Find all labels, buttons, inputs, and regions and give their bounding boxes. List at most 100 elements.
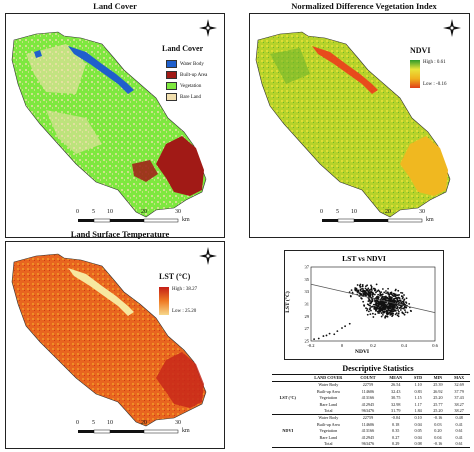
scatter-ylabel: LST (°C) <box>284 291 291 313</box>
scatter-point <box>392 310 395 313</box>
descriptive-statistics-table: LAND COVER COUNT MEAN STD MIN MAX LST (°… <box>272 373 470 449</box>
x-tick-label: 0.6 <box>432 343 438 348</box>
table-row: Built-up Area 114606 32.43 0.83 26.92 37.79 <box>272 389 470 395</box>
table-header-row: LAND COVER COUNT MEAN STD MIN MAX <box>272 373 470 383</box>
scatter-point <box>379 294 382 296</box>
scatter-point <box>370 285 373 288</box>
scale-label-20: 20 <box>385 209 391 215</box>
scatter-title: LST vs NDVI <box>342 254 386 263</box>
scatter-point <box>356 284 359 286</box>
table-row: Total 963476 31.79 1.84 25.20 38.27 <box>272 408 470 416</box>
x-tick-label: 0.4 <box>401 343 407 348</box>
scatter-point <box>403 294 405 296</box>
scatter-point <box>401 311 404 314</box>
scale-label-20: 20 <box>141 420 147 426</box>
scale-label-0: 0 <box>320 209 323 215</box>
scatter-point <box>368 290 370 293</box>
scatter-point <box>390 293 393 295</box>
scatter-point <box>399 300 402 302</box>
ndvi-legend-title: NDVI <box>410 46 431 55</box>
scatter-point <box>367 287 370 290</box>
scale-label-0: 0 <box>76 209 79 215</box>
scale-bar <box>78 218 179 223</box>
scatter-point <box>380 315 383 318</box>
scatter-point <box>350 289 353 292</box>
scatter-point <box>396 314 399 317</box>
scatter-point <box>359 289 362 292</box>
table-row: Built-up Area 114606 0.18 0.04 0.03 0.41 <box>272 422 470 428</box>
scatter-point <box>377 289 380 292</box>
table-cell: Vegetation <box>319 395 338 401</box>
scatter-point <box>370 284 372 287</box>
scatter-point <box>370 287 373 290</box>
scatter-point <box>372 303 375 306</box>
table-row: Bare Land 412945 0.27 0.04 0.04 0.41 <box>272 435 470 441</box>
scatter-point <box>364 294 366 297</box>
table-cell: 22759 <box>362 415 374 421</box>
scatter-point <box>365 288 368 291</box>
scatter-point <box>377 297 380 300</box>
scatter-point <box>397 309 399 311</box>
scatter-point <box>381 306 384 309</box>
ndvi-color-ramp <box>410 60 420 88</box>
scatter-plot: -0.2 0 0.2 0.4 0.6 25 27 29 31 33 35 37 <box>305 265 439 349</box>
scatter-point <box>404 303 407 306</box>
scatter-point <box>360 297 363 300</box>
scale-label-30: 30 <box>175 209 181 215</box>
scale-label-10: 10 <box>351 209 357 215</box>
scatter-point <box>374 307 377 310</box>
bare-land-region-2 <box>46 110 102 154</box>
table-cell: -0.04 <box>391 415 401 421</box>
ndvi-low-urban <box>400 136 448 196</box>
ndvi-study-area <box>255 31 451 218</box>
table-cell: Built-up Area <box>316 388 340 394</box>
ndvi-high-patch <box>270 48 310 84</box>
table-cell: 0.05 <box>414 428 422 434</box>
table-cell: 114606 <box>361 421 375 427</box>
table-cell: 1.84 <box>408 408 428 416</box>
scatter-point <box>375 299 378 302</box>
scale-label-10: 10 <box>107 420 113 426</box>
legend-item-built-up-area: Built-up Area <box>166 71 207 79</box>
scatter-point <box>391 306 394 309</box>
scatter-point <box>396 298 399 300</box>
scatter-point <box>399 306 402 309</box>
table-cell: 0.08 <box>408 441 428 449</box>
scatter-point <box>384 303 387 306</box>
scatter-point <box>399 309 402 311</box>
scatter-point <box>336 330 339 333</box>
built-up-area <box>156 136 204 196</box>
table-cell: 25.39 <box>433 382 443 388</box>
lst-hot-zone <box>156 352 204 408</box>
scatter-point <box>375 304 378 307</box>
table-cell: 0.20 <box>434 428 442 434</box>
scatter-point <box>341 327 343 329</box>
scatter-point <box>410 310 412 313</box>
table-cell: Water Body <box>318 382 339 388</box>
scatter-point <box>382 310 385 313</box>
y-tick-label: 35 <box>305 277 310 282</box>
x-tick-label: 0.2 <box>370 343 376 348</box>
scatter-point <box>366 313 369 316</box>
ndvi-map <box>255 31 451 218</box>
scatter-point <box>381 288 384 290</box>
scatter-point <box>328 332 331 335</box>
scatter-point <box>385 310 387 313</box>
scatter-point <box>370 301 373 304</box>
scatter-point <box>325 334 328 337</box>
scatter-point <box>390 305 392 308</box>
scatter-point <box>366 284 369 287</box>
table-cell: 413166 <box>361 395 375 401</box>
plot-area <box>310 266 436 342</box>
scatter-point <box>361 285 364 288</box>
land-cover-map <box>11 31 207 218</box>
scatter-point <box>380 291 383 293</box>
scatter-point <box>364 287 367 290</box>
y-tick-label: 37 <box>305 265 310 270</box>
scatter-point <box>375 283 378 286</box>
scatter-point <box>369 304 371 307</box>
table-cell: Water Body <box>318 415 339 421</box>
scatter-point <box>359 285 362 288</box>
scatter-point <box>408 302 411 305</box>
scatter-point <box>405 301 407 304</box>
